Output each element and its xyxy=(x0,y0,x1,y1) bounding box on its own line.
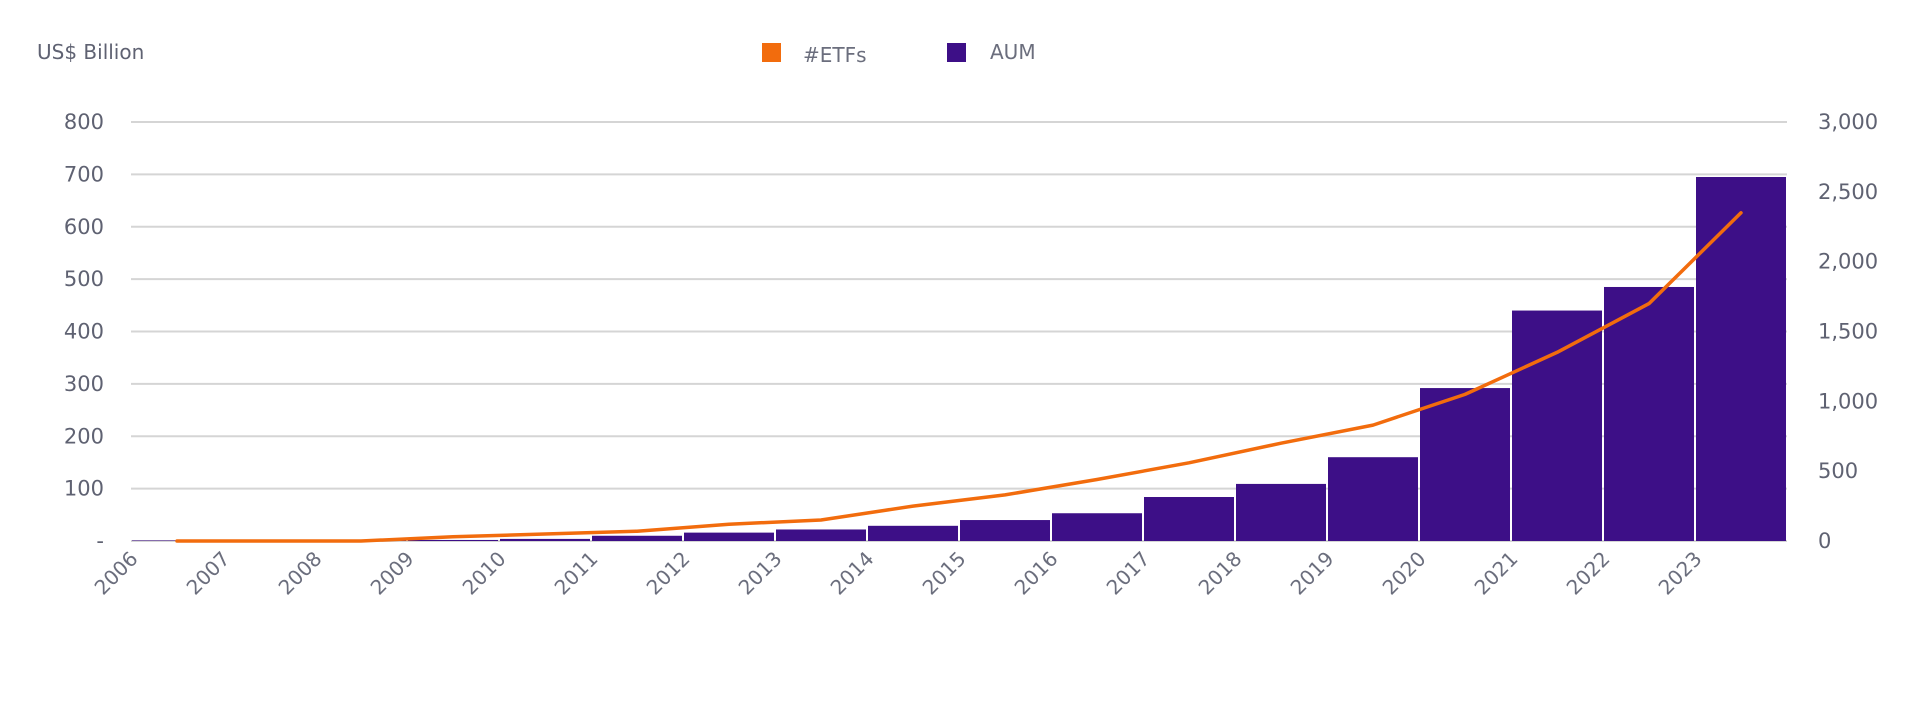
bar-aum-2016 xyxy=(1052,513,1142,541)
left-y-axis-ticks: - 100 200 300 400 500 600 700 800 xyxy=(64,110,104,553)
legend: #ETFs AUM xyxy=(762,40,1036,67)
bar-aum-2013 xyxy=(776,529,866,541)
left-tick-label-1: 100 xyxy=(64,477,104,501)
left-tick-label-5: 500 xyxy=(64,267,104,291)
x-tick-label-2019: 2019 xyxy=(1286,547,1339,600)
x-tick-label-2013: 2013 xyxy=(734,547,787,600)
left-tick-label-3: 300 xyxy=(64,372,104,396)
right-tick-label-5: 2,500 xyxy=(1818,180,1878,204)
bar-aum-2023 xyxy=(1696,176,1786,541)
x-tick-label-2020: 2020 xyxy=(1378,547,1431,600)
left-tick-label-2: 200 xyxy=(64,424,104,448)
bar-aum-2012 xyxy=(684,532,774,541)
right-tick-label-3: 1,500 xyxy=(1818,320,1878,344)
x-tick-label-2007: 2007 xyxy=(182,547,235,600)
bar-aum-2011 xyxy=(592,535,682,541)
bar-aum-2017 xyxy=(1144,497,1234,541)
gridlines xyxy=(131,121,1787,542)
bar-aum-2010 xyxy=(500,538,590,541)
bar-aum-2014 xyxy=(868,525,958,541)
x-tick-label-2022: 2022 xyxy=(1562,547,1615,600)
left-tick-label-4: 400 xyxy=(64,320,104,344)
x-tick-label-2009: 2009 xyxy=(366,547,419,600)
right-tick-label-1: 500 xyxy=(1818,459,1858,483)
y-axis-unit-label: US$ Billion xyxy=(37,40,144,64)
legend-label-etfs: #ETFs xyxy=(803,43,867,67)
legend-label-aum: AUM xyxy=(990,40,1036,64)
x-tick-label-2010: 2010 xyxy=(458,547,511,600)
x-axis-ticks: 2006 2007 2008 2009 2010 2011 2012 2013 2014 2015… xyxy=(90,547,1707,600)
bar-aum-2022 xyxy=(1604,286,1694,541)
right-tick-label-4: 2,000 xyxy=(1818,250,1878,274)
x-tick-label-2012: 2012 xyxy=(642,547,695,600)
x-tick-label-2017: 2017 xyxy=(1102,547,1155,600)
bar-aum-2020 xyxy=(1420,388,1510,541)
left-tick-label-7: 700 xyxy=(64,162,104,186)
bar-aum-2018 xyxy=(1236,483,1326,541)
x-tick-label-2018: 2018 xyxy=(1194,547,1247,600)
right-tick-label-6: 3,000 xyxy=(1818,110,1878,134)
x-tick-label-2023: 2023 xyxy=(1654,547,1707,600)
x-tick-label-2006: 2006 xyxy=(90,547,143,600)
x-tick-label-2011: 2011 xyxy=(550,547,603,600)
bar-aum-2019 xyxy=(1328,457,1418,541)
x-tick-label-2016: 2016 xyxy=(1010,547,1063,600)
right-y-axis-ticks: 0 500 1,000 1,500 2,000 2,500 3,000 xyxy=(1818,110,1878,553)
left-tick-label-0: - xyxy=(96,529,104,553)
aum-bars xyxy=(132,176,1786,541)
bar-aum-2009 xyxy=(408,539,498,541)
right-tick-label-0: 0 xyxy=(1818,529,1831,553)
x-tick-label-2014: 2014 xyxy=(826,547,879,600)
left-tick-label-6: 600 xyxy=(64,215,104,239)
left-tick-label-8: 800 xyxy=(64,110,104,134)
legend-swatch-aum xyxy=(947,43,966,62)
x-tick-label-2008: 2008 xyxy=(274,547,327,600)
line-etfs xyxy=(175,211,1743,543)
x-tick-label-2021: 2021 xyxy=(1470,547,1523,600)
legend-swatch-etfs xyxy=(762,43,781,62)
bar-aum-2015 xyxy=(960,520,1050,541)
bar-aum-2021 xyxy=(1512,310,1602,541)
x-tick-label-2015: 2015 xyxy=(918,547,971,600)
etfs-line xyxy=(175,211,1743,543)
right-tick-label-2: 1,000 xyxy=(1818,389,1878,413)
